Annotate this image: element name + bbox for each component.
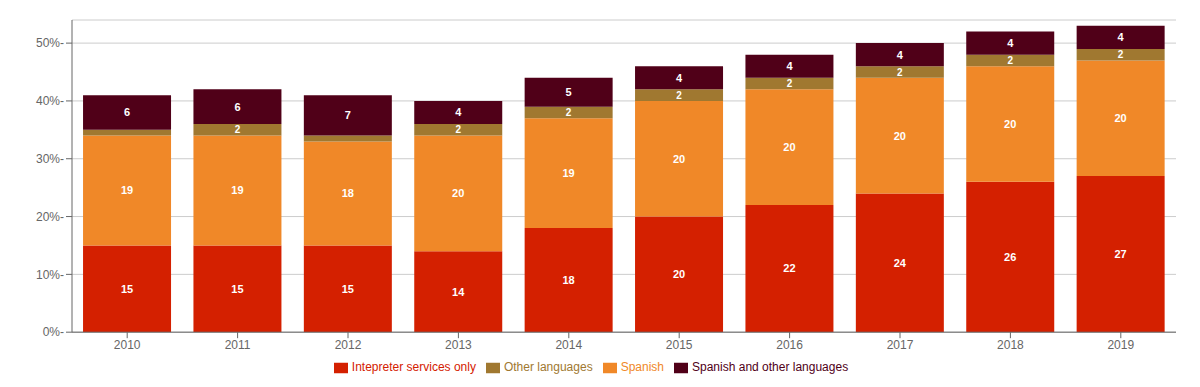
svg-text:20: 20	[1115, 112, 1127, 124]
svg-text:10%-: 10%-	[36, 268, 64, 282]
svg-text:15: 15	[121, 283, 133, 295]
svg-text:40%-: 40%-	[36, 94, 64, 108]
svg-text:4: 4	[897, 49, 904, 61]
svg-text:27: 27	[1115, 248, 1127, 260]
svg-text:26: 26	[1004, 251, 1016, 263]
svg-text:2016: 2016	[776, 338, 803, 352]
svg-text:2013: 2013	[445, 338, 472, 352]
svg-text:2: 2	[455, 124, 461, 135]
svg-text:5: 5	[566, 86, 572, 98]
svg-text:2: 2	[676, 90, 682, 101]
svg-text:2: 2	[897, 67, 903, 78]
svg-text:20: 20	[894, 130, 906, 142]
svg-text:4: 4	[455, 106, 462, 118]
html-text:Intepreter services only: Intepreter services only	[351, 360, 476, 375]
svg-text:4: 4	[1007, 37, 1014, 49]
svg-text:15: 15	[231, 283, 243, 295]
svg-text:2010: 2010	[114, 338, 141, 352]
svg-text:20%-: 20%-	[36, 210, 64, 224]
html-text:Spanish and other languages: Spanish and other languages	[692, 360, 849, 375]
svg-text:0%-: 0%-	[43, 325, 64, 339]
svg-text:2: 2	[235, 124, 241, 135]
svg-text:4: 4	[676, 72, 683, 84]
svg-text:2: 2	[566, 107, 572, 118]
svg-text:2015: 2015	[666, 338, 693, 352]
svg-text:7: 7	[345, 109, 351, 121]
svg-text:14: 14	[452, 286, 465, 298]
svg-text:20: 20	[673, 153, 685, 165]
svg-text:19: 19	[121, 184, 133, 196]
svg-text:22: 22	[783, 262, 795, 274]
svg-text:20: 20	[452, 187, 464, 199]
svg-text:20: 20	[673, 268, 685, 280]
svg-text:4: 4	[786, 60, 793, 72]
svg-text:2019: 2019	[1107, 338, 1134, 352]
svg-text:2011: 2011	[225, 338, 251, 352]
svg-text:20: 20	[1004, 118, 1016, 130]
svg-text:50%-: 50%-	[36, 36, 64, 50]
svg-text:6: 6	[124, 106, 130, 118]
html-text:Other languages: Other languages	[503, 360, 593, 375]
svg-text:24: 24	[894, 257, 907, 269]
svg-text:2: 2	[1007, 55, 1013, 66]
svg-text:2014: 2014	[555, 338, 582, 352]
svg-text:6: 6	[234, 101, 240, 113]
svg-text:2012: 2012	[335, 338, 362, 352]
svg-text:19: 19	[563, 167, 575, 179]
svg-text:2: 2	[1118, 49, 1124, 60]
html-text:Spanish: Spanish	[620, 360, 664, 375]
svg-text:15: 15	[342, 283, 354, 295]
svg-text:18: 18	[563, 274, 575, 286]
svg-text:2018: 2018	[997, 338, 1024, 352]
svg-text:18: 18	[342, 187, 354, 199]
svg-text:19: 19	[231, 184, 243, 196]
svg-text:4: 4	[1118, 31, 1125, 43]
svg-text:2: 2	[787, 78, 793, 89]
svg-text:30%-: 30%-	[36, 152, 64, 166]
svg-text:2017: 2017	[887, 338, 914, 352]
svg-text:20: 20	[783, 141, 795, 153]
